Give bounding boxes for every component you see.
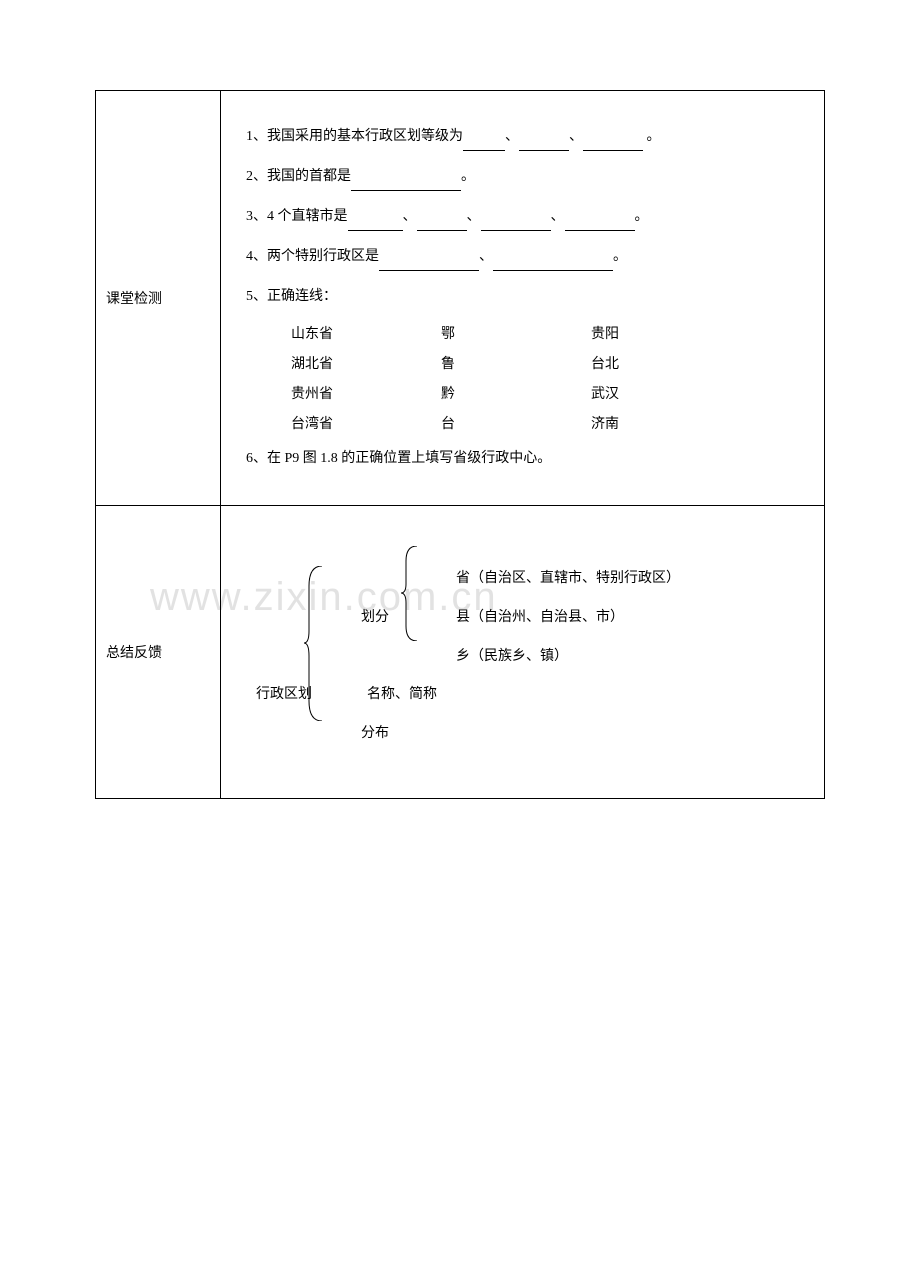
- question-4: 4、两个特别行政区是 、 。: [246, 243, 799, 271]
- match-province-1: 湖北省: [291, 353, 441, 373]
- summary-row-root: 行政区划 名称、简称: [256, 680, 789, 711]
- q3-blank3: [481, 214, 551, 231]
- summary-division: 划分: [361, 610, 389, 625]
- section2-label: 总结反馈: [106, 646, 162, 661]
- q3-blank1: [348, 214, 403, 231]
- match-city-3: 济南: [591, 413, 731, 433]
- match-abbr-1: 鲁: [441, 353, 591, 373]
- q2-end: 。: [461, 169, 475, 184]
- q4-blank2: [493, 254, 613, 271]
- q2-blank: [351, 174, 461, 191]
- summary-level3: 乡（民族乡、镇）: [456, 642, 789, 673]
- q4-prefix: 4、两个特别行政区是: [246, 249, 379, 264]
- q3-sep1: 、: [403, 209, 417, 224]
- q3-sep3: 、: [551, 209, 565, 224]
- q1-prefix: 1、我国采用的基本行政区划等级为: [246, 129, 463, 144]
- q5-label: 5、正确连线：: [246, 289, 337, 304]
- match-row-3: 台湾省 台 济南: [291, 413, 799, 433]
- q1-blank3: [583, 134, 643, 151]
- match-province-0: 山东省: [291, 323, 441, 343]
- section2-content-cell: 省（自治区、直辖市、特别行政区） 划分 县（自治州、自治县、市） 乡（民族乡、镇…: [221, 506, 825, 799]
- q1-sep2: 、: [569, 129, 583, 144]
- match-row-1: 湖北省 鲁 台北: [291, 353, 799, 373]
- q2-prefix: 2、我国的首都是: [246, 169, 351, 184]
- q1-blank1: [463, 134, 505, 151]
- question-2: 2、我国的首都是 。: [246, 163, 799, 191]
- question-5: 5、正确连线：: [246, 283, 799, 311]
- q3-end: 。: [635, 209, 649, 224]
- q4-blank1: [379, 254, 479, 271]
- bracket-inner: [401, 546, 419, 641]
- q1-sep1: 、: [505, 129, 519, 144]
- q4-sep: 、: [479, 249, 493, 264]
- match-city-1: 台北: [591, 353, 731, 373]
- q4-end: 。: [613, 249, 627, 264]
- question-1: 1、我国采用的基本行政区划等级为 、 、 。: [246, 123, 799, 151]
- summary-level1: 省（自治区、直辖市、特别行政区）: [456, 564, 789, 595]
- match-city-2: 武汉: [591, 383, 731, 403]
- row-section2: 总结反馈 省（自治区、直辖市、特别行政区） 划分: [96, 506, 825, 799]
- match-row-2: 贵州省 黔 武汉: [291, 383, 799, 403]
- main-table: 课堂检测 1、我国采用的基本行政区划等级为、、 。 2、我国的首都是。 3、4 …: [95, 90, 825, 799]
- q3-blank2: [417, 214, 467, 231]
- summary-level2: 县（自治州、自治县、市）: [456, 610, 624, 625]
- section1-label: 课堂检测: [106, 292, 162, 307]
- match-abbr-0: 鄂: [441, 323, 591, 343]
- question-6: 6、在 P9 图 1.8 的正确位置上填写省级行政中心。: [246, 445, 799, 473]
- q3-sep2: 、: [467, 209, 481, 224]
- match-abbr-2: 黔: [441, 383, 591, 403]
- q3-prefix: 3、4 个直辖市是: [246, 209, 348, 224]
- summary-name: 名称、简称: [367, 687, 437, 702]
- match-city-0: 贵阳: [591, 323, 731, 343]
- page-container: 课堂检测 1、我国采用的基本行政区划等级为、、 。 2、我国的首都是。 3、4 …: [0, 0, 920, 799]
- summary-row-division: 划分 县（自治州、自治县、市）: [361, 603, 789, 634]
- q3-blank4: [565, 214, 635, 231]
- question-3: 3、4 个直辖市是 、 、 、 。: [246, 203, 799, 231]
- match-province-2: 贵州省: [291, 383, 441, 403]
- bracket-outer: [304, 566, 324, 721]
- section2-label-cell: 总结反馈: [96, 506, 221, 799]
- q1-blank2: [519, 134, 569, 151]
- section1-content-cell: 1、我国采用的基本行政区划等级为、、 。 2、我国的首都是。 3、4 个直辖市是…: [221, 91, 825, 506]
- match-row-0: 山东省 鄂 贵阳: [291, 323, 799, 343]
- row-section1: 课堂检测 1、我国采用的基本行政区划等级为、、 。 2、我国的首都是。 3、4 …: [96, 91, 825, 506]
- q1-end: 。: [643, 129, 661, 144]
- summary-container: 省（自治区、直辖市、特别行政区） 划分 县（自治州、自治县、市） 乡（民族乡、镇…: [246, 526, 799, 778]
- match-abbr-3: 台: [441, 413, 591, 433]
- match-province-3: 台湾省: [291, 413, 441, 433]
- section1-label-cell: 课堂检测: [96, 91, 221, 506]
- q6-text: 6、在 P9 图 1.8 的正确位置上填写省级行政中心。: [246, 451, 551, 466]
- summary-dist: 分布: [361, 719, 789, 750]
